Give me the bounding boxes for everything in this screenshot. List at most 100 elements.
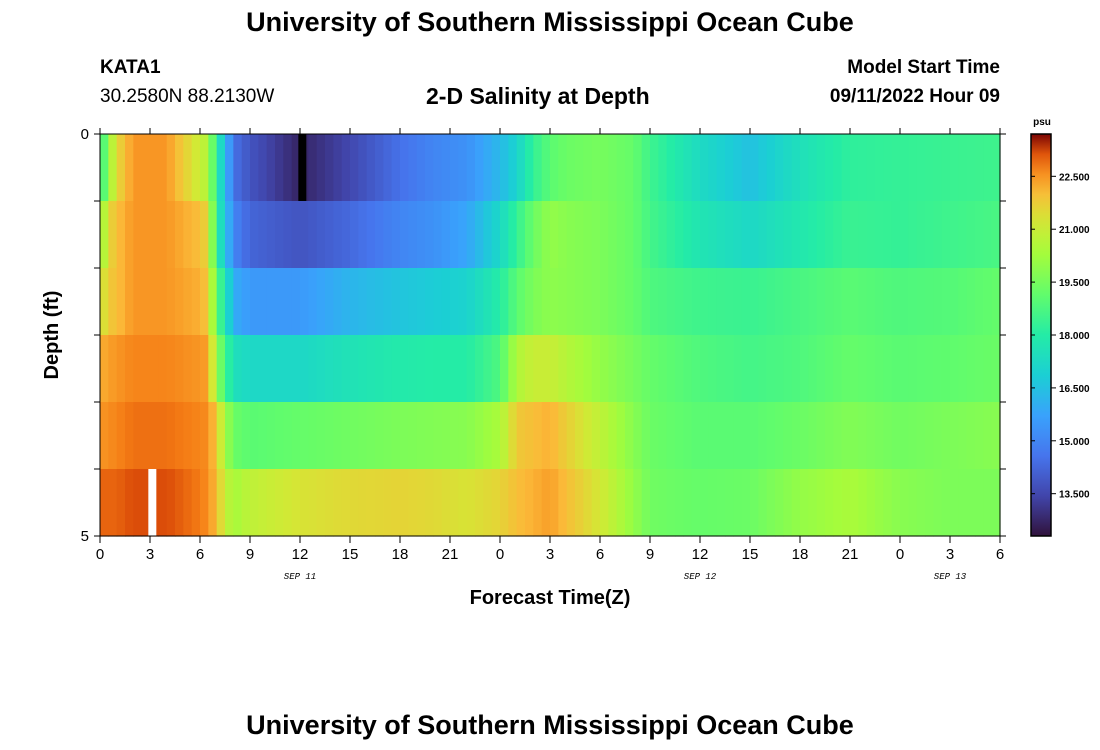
- heatmap-cell: [633, 402, 643, 470]
- heatmap-cell: [925, 469, 934, 537]
- heatmap-cell: [433, 268, 443, 336]
- heatmap-cell: [666, 335, 676, 403]
- heatmap-cell: [200, 201, 209, 269]
- heatmap-cell: [291, 402, 301, 470]
- heatmap-cell: [916, 402, 926, 470]
- heatmap-cell: [625, 134, 634, 202]
- heatmap-cell: [241, 469, 251, 537]
- heatmap-cell: [291, 469, 301, 537]
- heatmap-cell: [450, 134, 459, 202]
- heatmap-cell: [258, 134, 268, 202]
- heatmap-cell: [941, 402, 951, 470]
- heatmap-cell: [425, 335, 434, 403]
- above-range-marker: [148, 469, 157, 536]
- heatmap-cell: [383, 268, 393, 336]
- heatmap-cell: [825, 201, 834, 269]
- heatmap-cell: [483, 335, 493, 403]
- heatmap-cell: [750, 201, 759, 269]
- heatmap-cell: [725, 335, 734, 403]
- heatmap-cell: [683, 469, 693, 537]
- heatmap-cell: [200, 335, 209, 403]
- heatmap-cell: [575, 268, 584, 336]
- heatmap-cell: [866, 268, 876, 336]
- heatmap-cell: [925, 335, 934, 403]
- heatmap-cell: [450, 469, 459, 537]
- heatmap-cell: [808, 268, 818, 336]
- heatmap-cell: [916, 268, 926, 336]
- heatmap-cell: [875, 402, 884, 470]
- heatmap-cell: [466, 402, 476, 470]
- heatmap-cell: [658, 201, 668, 269]
- heatmap-cell: [591, 134, 601, 202]
- heatmap-cell: [150, 201, 159, 269]
- heatmap-cell: [508, 268, 518, 336]
- heatmap-cell: [100, 469, 109, 537]
- heatmap-cell: [683, 402, 693, 470]
- heatmap-cell: [775, 402, 784, 470]
- heatmap-cell: [950, 335, 959, 403]
- x-tick-label: 15: [742, 546, 759, 563]
- heatmap-cell: [958, 402, 968, 470]
- heatmap-cell: [841, 402, 851, 470]
- heatmap-cell: [716, 335, 726, 403]
- heatmap-cell: [366, 134, 376, 202]
- heatmap-cell: [416, 402, 426, 470]
- heatmap-cell: [183, 268, 193, 336]
- heatmap-cell: [150, 134, 159, 202]
- heatmap-cell: [158, 402, 168, 470]
- heatmap-cell: [875, 201, 884, 269]
- heatmap-cell: [475, 268, 484, 336]
- heatmap-cell: [675, 469, 684, 537]
- heatmap-cell: [791, 268, 801, 336]
- x-axis: 0 3 6 9 12 15 18 21 0 3 6 9 12 15 18 21 0 3 6: [96, 128, 1004, 563]
- heatmap-cell: [325, 134, 334, 202]
- heatmap-cell: [341, 201, 351, 269]
- heatmap-cell: [241, 402, 251, 470]
- heatmap-cell: [825, 402, 834, 470]
- heatmap-cell: [633, 335, 643, 403]
- heatmap-cell: [775, 201, 784, 269]
- page-title: University of Southern Mississippi Ocean…: [246, 7, 854, 37]
- heatmap-cell: [383, 469, 393, 537]
- heatmap-cell: [883, 201, 893, 269]
- heatmap-cell: [841, 469, 851, 537]
- heatmap-cell: [225, 335, 234, 403]
- heatmap-cell: [791, 134, 801, 202]
- heatmap-cell: [900, 134, 909, 202]
- station-id: KATA1: [100, 57, 161, 78]
- heatmap-cell: [933, 201, 943, 269]
- x-tick-label: 0: [96, 546, 104, 563]
- heatmap-cell: [250, 469, 259, 537]
- heatmap-cell: [675, 134, 684, 202]
- heatmap-cell: [700, 201, 709, 269]
- heatmap-cell: [316, 268, 326, 336]
- heatmap-cell: [541, 335, 551, 403]
- heatmap-cell: [300, 268, 309, 336]
- heatmap-cell: [366, 268, 376, 336]
- heatmap-cell: [525, 134, 534, 202]
- heatmap-cell: [716, 469, 726, 537]
- heatmap-cell: [725, 469, 734, 537]
- heatmap-cell: [800, 201, 809, 269]
- heatmap-cell: [858, 402, 868, 470]
- heatmap-cell: [191, 201, 201, 269]
- heatmap-cell: [358, 268, 368, 336]
- heatmap-cell: [775, 268, 784, 336]
- heatmap-cell: [333, 402, 343, 470]
- heatmap-cell: [475, 469, 484, 537]
- heatmap-cell: [333, 201, 343, 269]
- heatmap-cell: [333, 469, 343, 537]
- heatmap-cell: [975, 268, 984, 336]
- heatmap-cell: [250, 268, 259, 336]
- heatmap-cell: [933, 469, 943, 537]
- heatmap-cell: [991, 268, 1001, 336]
- heatmap-cell: [808, 335, 818, 403]
- heatmap-cell: [591, 268, 601, 336]
- heatmap-cell: [850, 134, 859, 202]
- heatmap-cell: [925, 402, 934, 470]
- heatmap-cell: [550, 201, 559, 269]
- heatmap-cell: [250, 134, 259, 202]
- heatmap-cell: [950, 469, 959, 537]
- heatmap-cell: [125, 469, 134, 537]
- heatmap-cell: [158, 268, 168, 336]
